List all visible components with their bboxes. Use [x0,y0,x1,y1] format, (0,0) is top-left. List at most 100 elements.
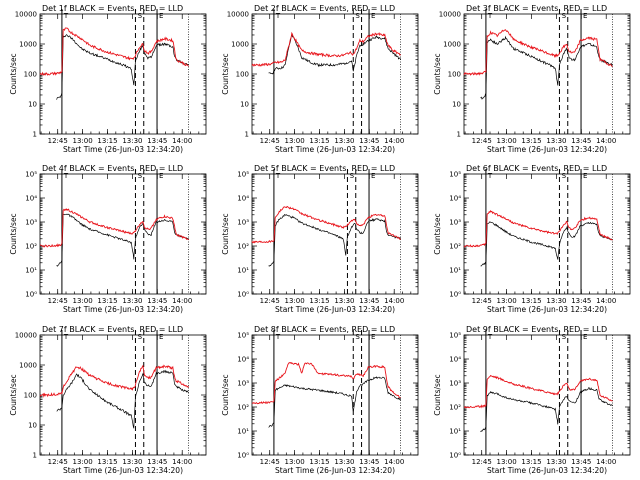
x-axis-label: Start Time (26-Jun-03 12:34:20) [63,466,183,475]
xtick-label: 14:00 [172,137,192,145]
xtick-label: 13:45 [571,137,591,145]
ytick-label: 10⁰ [449,452,461,460]
ytick-label: 10⁰ [449,291,461,299]
xtick-label: 13:00 [285,137,305,145]
xtick-label: 13:45 [147,137,167,145]
xtick-label: 12:45 [472,297,492,305]
ytick-label: 10⁰ [237,291,249,299]
marker-letter: E [583,333,587,341]
panel-6: Det 6f BLACK = Events, RED = LLD 10⁰ 10¹ 10… [433,164,631,314]
ytick-label: 10⁴ [449,356,461,364]
xtick-label: 13:00 [497,137,517,145]
ytick-label: 10⁵ [237,171,249,179]
plot-frame [39,173,207,295]
xtick-label: 14:00 [384,458,404,466]
x-axis-label: Start Time (26-Jun-03 12:34:20) [487,305,607,314]
xtick-label: 13:45 [147,458,167,466]
x-axis-label: Start Time (26-Jun-03 12:34:20) [63,145,183,154]
marker-letter: S [562,333,567,341]
series-lld [39,364,189,398]
panel-title: Det 1f BLACK = Events, RED = LLD [42,4,183,13]
marker-letter: S [138,172,143,180]
series-lld [463,209,613,248]
xtick-label: 13:00 [73,297,93,305]
xtick-label: 14:00 [596,458,616,466]
plot-frame [39,13,207,135]
ytick-label: 10000 [227,11,249,19]
ytick-label: 1 [33,452,37,460]
marker-letter: S [350,172,355,180]
ytick-label: 10000 [15,332,37,340]
y-axis-label: Counts/sec [221,213,230,254]
ytick-label: 10⁴ [237,195,249,203]
marker-letter: T [487,12,493,20]
x-axis-label: Start Time (26-Jun-03 12:34:20) [275,305,395,314]
xtick-label: 13:15 [97,297,117,305]
marker-letter: S [355,12,360,20]
ytick-label: 100 [24,392,37,400]
xtick-label: 13:15 [521,297,541,305]
xtick-label: 13:30 [334,137,354,145]
ytick-label: 1000 [443,41,461,49]
ytick-label: 10² [25,243,37,251]
ytick-label: 10³ [237,219,249,227]
marker-letter: T [487,333,493,341]
y-axis-label: Counts/sec [9,374,18,415]
y-axis-label: Counts/sec [9,53,18,94]
xtick-label: 13:15 [521,458,541,466]
plot-frame [251,13,419,135]
xtick-label: 13:15 [309,458,329,466]
panel-3: Det 3f BLACK = Events, RED = LLD 1 10 100 10… [433,4,631,154]
series-events [480,387,613,433]
series-events [480,221,613,267]
xtick-label: 14:00 [172,458,192,466]
plot-frame [39,334,207,456]
xtick-label: 14:00 [384,297,404,305]
panel-7: Det 7f BLACK = Events, RED = LLD 1 10 100 10… [9,325,207,475]
ytick-label: 1000 [19,41,37,49]
marker-letter: E [371,333,375,341]
series-lld [463,374,613,409]
xtick-label: 12:45 [48,458,68,466]
ytick-label: 10⁴ [237,356,249,364]
x-axis-label: Start Time (26-Jun-03 12:34:20) [63,305,183,314]
panel-1: Det 1f BLACK = Events, RED = LLD 1 10 100 10… [9,4,207,154]
marker-letter: T [63,12,69,20]
xtick-label: 13:45 [359,458,379,466]
series-events [268,376,401,428]
x-axis-label: Start Time (26-Jun-03 12:34:20) [275,466,395,475]
y-axis-label: Counts/sec [221,53,230,94]
ytick-label: 10⁴ [25,195,37,203]
xtick-label: 13:15 [97,458,117,466]
series-events [268,33,401,75]
ytick-label: 100 [236,71,249,79]
y-axis-label: Counts/sec [433,53,442,94]
marker-letter: E [371,12,375,20]
xtick-label: 13:30 [334,297,354,305]
panel-9: Det 9f BLACK = Events, RED = LLD 10⁰ 10¹ 10… [433,325,631,475]
xtick-label: 12:45 [472,137,492,145]
ytick-label: 10² [237,243,249,251]
ytick-label: 10³ [449,219,461,227]
xtick-label: 12:45 [472,458,492,466]
marker-letter: T [275,12,281,20]
panel-title: Det 2f BLACK = Events, RED = LLD [254,4,395,13]
panel-title: Det 7f BLACK = Events, RED = LLD [42,325,183,334]
marker-letter: E [159,333,163,341]
xtick-label: 13:00 [497,458,517,466]
panel-title: Det 3f BLACK = Events, RED = LLD [466,4,607,13]
xtick-label: 14:00 [384,137,404,145]
panel-title: Det 8f BLACK = Events, RED = LLD [254,325,395,334]
panel-title: Det 9f BLACK = Events, RED = LLD [466,325,607,334]
panel-title: Det 6f BLACK = Events, RED = LLD [466,164,607,173]
ytick-label: 10⁰ [237,452,249,460]
xtick-label: 12:45 [48,137,68,145]
ytick-label: 10¹ [449,267,461,275]
xtick-label: 13:00 [285,297,305,305]
marker-letter: T [275,172,281,180]
xtick-label: 13:00 [73,458,93,466]
series-events [480,35,613,100]
ytick-label: 10⁵ [449,171,461,179]
panel-title: Det 4f BLACK = Events, RED = LLD [42,164,183,173]
